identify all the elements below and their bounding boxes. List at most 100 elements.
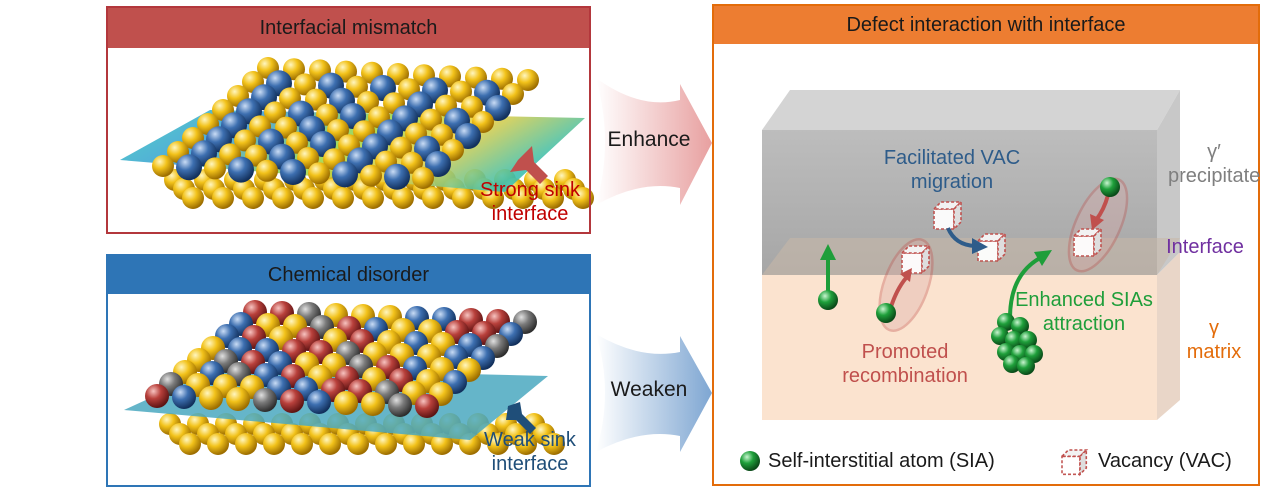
defect-title: Defect interaction with interface [714,6,1258,44]
gold-atom [572,187,594,209]
sia-attraction-line1: Enhanced SIAs [1015,289,1153,311]
vac-migration-line1: Facilitated VAC [883,147,1021,169]
sia-cluster-atom [1003,355,1021,373]
gold-atom [487,433,509,455]
blue-atom [485,95,511,121]
mismatch-lattice [120,57,594,209]
weak-sink-line1: Weak sink [484,429,576,451]
gold-atom [482,187,504,209]
weaken-label: Weaken [610,378,688,401]
blue-atom [332,161,358,188]
gold-atom [199,386,223,410]
disorder-lattice [124,300,565,455]
strong-sink-pointer [510,146,548,184]
enhance-arrow [596,78,712,205]
gold-atom [319,433,341,455]
recombination-line1: Promoted [861,341,949,363]
gold-atom [204,157,226,180]
sia-cluster-atom [997,313,1015,331]
sia-atom [1100,177,1120,197]
vacancy-cubes [900,200,1103,275]
gold-atom [263,433,285,455]
vac-cube-side [921,244,930,275]
gold-atom [294,73,316,96]
sia-cluster-atom [1019,331,1037,349]
gold-atom [361,392,385,416]
vac-migration-label: Facilitated VAC migration [852,146,1052,194]
gold-atom [390,136,412,159]
blue-atom [307,390,331,414]
weaken-arrow [596,334,712,452]
gray-atom [388,393,412,417]
vac-cube-top [900,245,931,254]
vac-cube-side [997,232,1006,263]
red-atom [280,389,304,413]
gold-atom [452,187,474,209]
gray-atom [253,388,277,412]
sia-up-arrowhead [820,244,836,260]
gold-atom [450,80,472,103]
gold-atom [152,155,174,177]
gold-atom [334,391,358,415]
weak-sink-line2: interface [491,453,569,475]
sia-attraction-arrow [1008,256,1042,319]
vac-cube-side [953,200,962,231]
gold-atom [412,167,434,189]
vac-cube-side [1093,227,1102,258]
matrix-symbol: γ [1209,317,1219,339]
strong-sink-label: Strong sink interface [470,178,590,226]
gold-atom [291,433,313,455]
blue-atom [176,154,202,181]
gold-atom [360,164,382,187]
blue-atom [228,156,254,183]
gold-atom [308,162,330,185]
gold-atom [226,387,250,411]
recombination-label: Promoted recombination [820,340,990,388]
gold-atom [256,159,278,182]
gold-atom [235,433,257,455]
interface-label: Interface [1166,236,1244,258]
blue-atom [455,123,481,149]
blue-atom [172,385,196,409]
weak-sink-pointer [506,402,536,434]
blue-atom [384,163,410,190]
red-atom [145,384,169,408]
precipitate-label: γ′ precipitate [1168,140,1260,188]
gold-atom [179,433,201,455]
sia-cluster-atom [1017,357,1035,375]
legend-sia-text: Self-interstitial atom (SIA) [768,450,995,472]
gold-atom [512,187,534,209]
recomb-arrowhead [900,268,912,282]
legend-vac-icon [1060,448,1089,477]
gold-atom [542,187,564,209]
gold-atom [347,433,369,455]
sia-cluster-atom [1011,317,1029,335]
gold-atom [182,187,204,209]
gold-atom [302,187,324,209]
gold-atom [207,433,229,455]
matrix-text: matrix [1186,341,1242,363]
weak-sink-label: Weak sink interface [470,428,590,476]
precipitate-text: precipitate [1168,165,1261,187]
vac-migrate-arrow [946,227,976,248]
sia-cluster-atom [991,327,1009,345]
disorder-panel: Chemical disorder [106,254,591,487]
red-atom [415,394,439,418]
gold-atom [403,433,425,455]
gold-atom [431,433,453,455]
blue-atom [425,151,451,177]
gold-atom [392,187,414,209]
vac-migration-line2: migration [910,171,994,193]
gold-atom [422,187,444,209]
precipitate-symbol: γ′ [1207,141,1221,163]
gold-atom [517,69,539,91]
strong-sink-line2: interface [491,203,569,225]
enhance-label: Enhance [607,128,691,151]
defect-panel: Defect interaction with interface [712,4,1260,486]
gold-atom [362,187,384,209]
mismatch-title: Interfacial mismatch [108,8,589,48]
vac-cube-top [1072,228,1103,237]
vac-cube-top [976,233,1007,242]
gold-atom [332,187,354,209]
